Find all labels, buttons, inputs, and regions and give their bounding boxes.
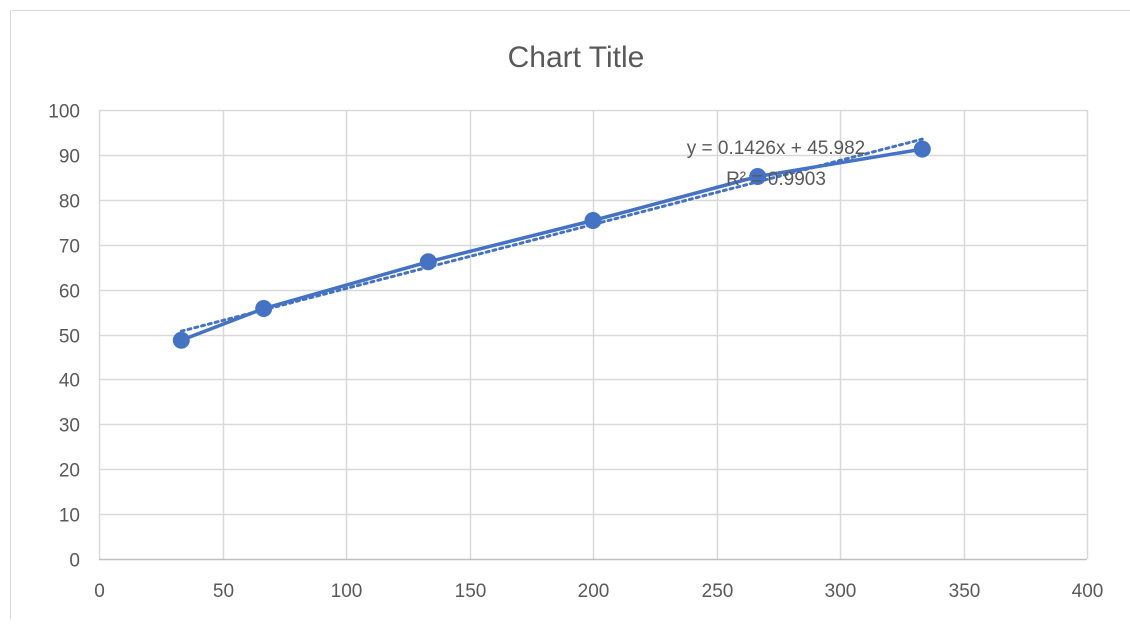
y-tick-label: 30 bbox=[59, 416, 80, 437]
data-point bbox=[584, 212, 602, 229]
y-tick-label: 90 bbox=[59, 147, 80, 168]
y-tick-label: 10 bbox=[59, 506, 80, 527]
y-tick-label: 20 bbox=[59, 461, 80, 482]
x-tick-label: 250 bbox=[702, 581, 734, 602]
y-tick-label: 100 bbox=[48, 102, 80, 123]
data-point bbox=[913, 140, 931, 158]
x-tick-label: 100 bbox=[331, 581, 363, 602]
y-tick-label: 70 bbox=[59, 237, 80, 258]
y-tick-label: 0 bbox=[69, 551, 80, 572]
x-tick-label: 300 bbox=[825, 581, 857, 602]
gridlines bbox=[99, 109, 1089, 559]
x-tick-label: 150 bbox=[455, 581, 487, 602]
x-tick-label: 0 bbox=[94, 581, 105, 602]
data-point bbox=[172, 331, 190, 349]
x-tick-label: 50 bbox=[213, 581, 234, 602]
axes: 0 10 20 30 40 50 60 70 80 90 100 0 50 100 150 200 250 300… bbox=[48, 102, 1103, 603]
x-tick-label: 350 bbox=[949, 581, 981, 602]
y-tick-label: 50 bbox=[59, 327, 80, 348]
trendline-equation-label: y = 0.1426x + 45.982 bbox=[687, 138, 866, 159]
trendline-labels: y = 0.1426x + 45.982 R² = 0.9903 bbox=[687, 138, 866, 190]
y-tick-label: 40 bbox=[59, 371, 80, 392]
y-tick-label: 80 bbox=[59, 192, 80, 213]
data-point bbox=[749, 168, 767, 185]
series-line bbox=[180, 147, 923, 342]
y-tick-label: 60 bbox=[59, 282, 80, 303]
x-tick-label: 200 bbox=[578, 581, 610, 602]
x-tick-label: 400 bbox=[1072, 581, 1104, 602]
chart-title: Chart Title bbox=[508, 41, 645, 74]
series-layer bbox=[172, 140, 931, 349]
data-point bbox=[419, 253, 437, 271]
trendline-r2-label: R² = 0.9903 bbox=[726, 169, 826, 190]
data-point bbox=[255, 300, 273, 317]
